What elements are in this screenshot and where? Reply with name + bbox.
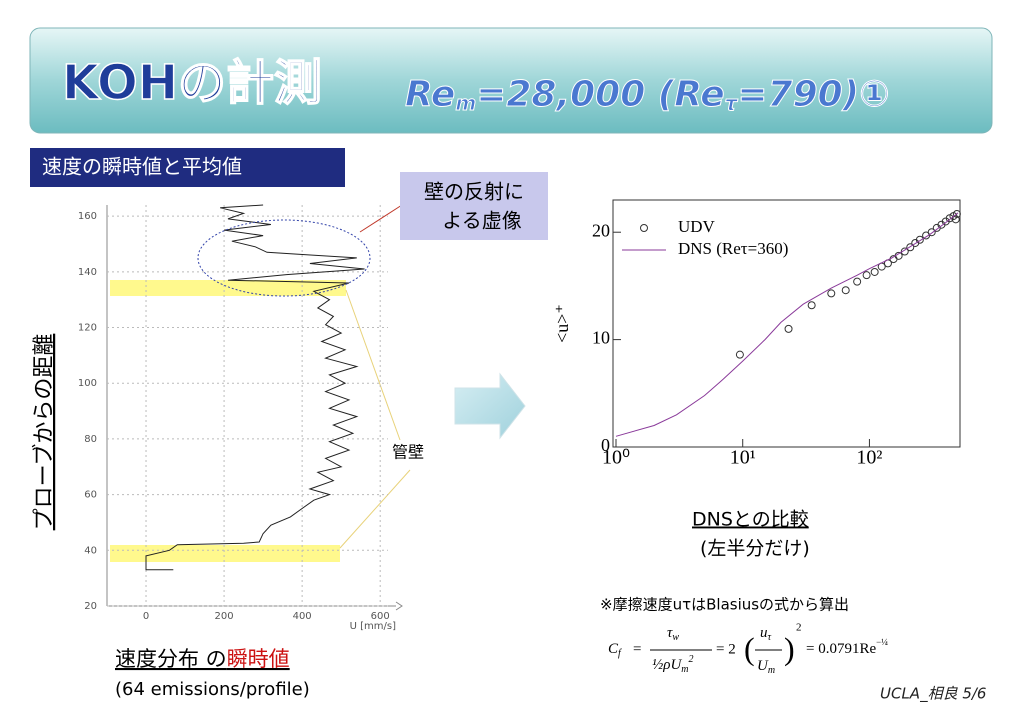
leader-line	[339, 469, 411, 549]
data-point	[807, 301, 816, 310]
f: −¼	[876, 637, 888, 647]
header-title: KOHの計測	[62, 55, 322, 111]
formula-part: Re	[674, 74, 724, 115]
left-caption-note: (64 emissions/profile)	[115, 679, 310, 700]
f: ½ρU	[652, 657, 682, 673]
y-tick-label: 140	[78, 267, 97, 278]
formula-sub: τ	[725, 91, 739, 115]
formula-part: Re	[405, 74, 455, 115]
caption-highlight: 瞬時値	[227, 647, 290, 671]
data-point	[870, 267, 879, 276]
formula-part: ½ρUm2	[652, 654, 694, 675]
data-point	[900, 247, 909, 256]
f: u	[760, 625, 768, 641]
data-line	[615, 212, 959, 437]
formula-part: τw	[667, 625, 679, 643]
plot-frame	[612, 199, 961, 448]
section-label: 速度の瞬時値と平均値	[42, 155, 242, 179]
data-point	[841, 286, 850, 295]
y-tick-label: 10	[592, 328, 610, 348]
data-point	[853, 277, 862, 286]
f: = 0.0791Re	[806, 641, 876, 657]
leader-line	[345, 289, 401, 441]
y-tick-label: 40	[84, 545, 97, 556]
data-point	[951, 215, 960, 224]
y-tick-label: 120	[78, 323, 97, 334]
y-tick-label: 100	[78, 378, 97, 389]
callout-text: 壁の反射に	[424, 180, 524, 204]
left-ylabel: プローブからの距離	[32, 334, 57, 531]
formula-part: =	[633, 641, 641, 657]
formula-part: 2	[796, 622, 802, 634]
section-box	[30, 148, 345, 187]
axis-arrow	[395, 601, 403, 611]
data-point	[915, 235, 924, 244]
legend-label: DNS (Reτ=360)	[678, 239, 788, 258]
data-point	[827, 289, 836, 298]
legend-swatch	[640, 224, 648, 232]
f: τ	[667, 625, 673, 641]
left-caption: 速度分布 の瞬時値	[115, 647, 290, 671]
right-caption-note: (左半分だけ)	[700, 538, 810, 560]
arrow	[454, 372, 526, 440]
friction-note: ※摩擦速度uτはBlasiusの式から算出	[600, 596, 849, 614]
x-tick-label: 200	[215, 611, 234, 622]
x-tick-label: 400	[293, 611, 312, 622]
legend-label: UDV	[678, 217, 716, 236]
formula: Cf = τw ½ρUm2 = 2 ( uτ Um ) 2 = 0.0791Re…	[608, 622, 888, 677]
x-tick-label: 10²	[856, 447, 882, 469]
x-tick-label: 0	[143, 611, 149, 622]
data-line	[145, 204, 365, 571]
wall-label: 管壁	[392, 443, 424, 462]
formula-part: =790)①	[737, 74, 889, 115]
x-tick-label: 10¹	[730, 447, 756, 469]
caption-part: 速度分布 の	[115, 647, 227, 671]
paren: (	[744, 630, 755, 666]
right-caption: DNSとの比較	[692, 509, 809, 531]
x-axis-label: U [mm/s]	[350, 621, 396, 632]
formula-part: =28,000 (	[476, 74, 675, 115]
y-tick-label: 0	[601, 435, 610, 455]
f: τ	[768, 632, 772, 643]
data-point	[952, 209, 961, 218]
formula-sub: m	[455, 91, 476, 115]
formula-part: uτ	[760, 625, 772, 643]
header-formula: Rem=28,000 (Reτ=790)①	[405, 74, 890, 115]
data-point	[927, 228, 936, 237]
y-tick-label: 160	[78, 211, 97, 222]
f: C	[608, 641, 619, 657]
highlight-band	[110, 545, 340, 562]
x-tick-label: 600	[371, 611, 390, 622]
y-tick-label: 20	[592, 220, 610, 240]
x-tick-label: 10⁰	[602, 447, 630, 469]
f: 2	[689, 654, 694, 665]
formula-part: Um	[757, 658, 775, 676]
highlight-band	[110, 280, 346, 296]
callout-line	[359, 204, 403, 233]
data-point	[735, 350, 744, 359]
f: U	[757, 658, 769, 674]
f: m	[681, 664, 688, 675]
formula-part: Cf	[608, 641, 622, 659]
data-point	[862, 271, 871, 280]
data-point	[784, 324, 793, 333]
callout-text: よる虚像	[442, 209, 521, 233]
data-point	[906, 243, 915, 252]
f: w	[672, 632, 679, 643]
footer: UCLA_相良 5/6	[880, 685, 986, 704]
reflection-ellipse	[197, 219, 371, 297]
f: f	[618, 648, 622, 659]
f: m	[768, 665, 775, 676]
paren: )	[784, 630, 795, 666]
y-tick-label: 20	[84, 601, 97, 612]
y-tick-label: 80	[84, 434, 97, 445]
header-bar	[29, 27, 993, 134]
y-axis-label: <u>⁺	[552, 304, 572, 343]
formula-part: = 2	[716, 641, 736, 657]
callout-box	[400, 172, 548, 240]
y-tick-label: 60	[84, 490, 97, 501]
formula-part: = 0.0791Re−¼	[806, 637, 888, 657]
